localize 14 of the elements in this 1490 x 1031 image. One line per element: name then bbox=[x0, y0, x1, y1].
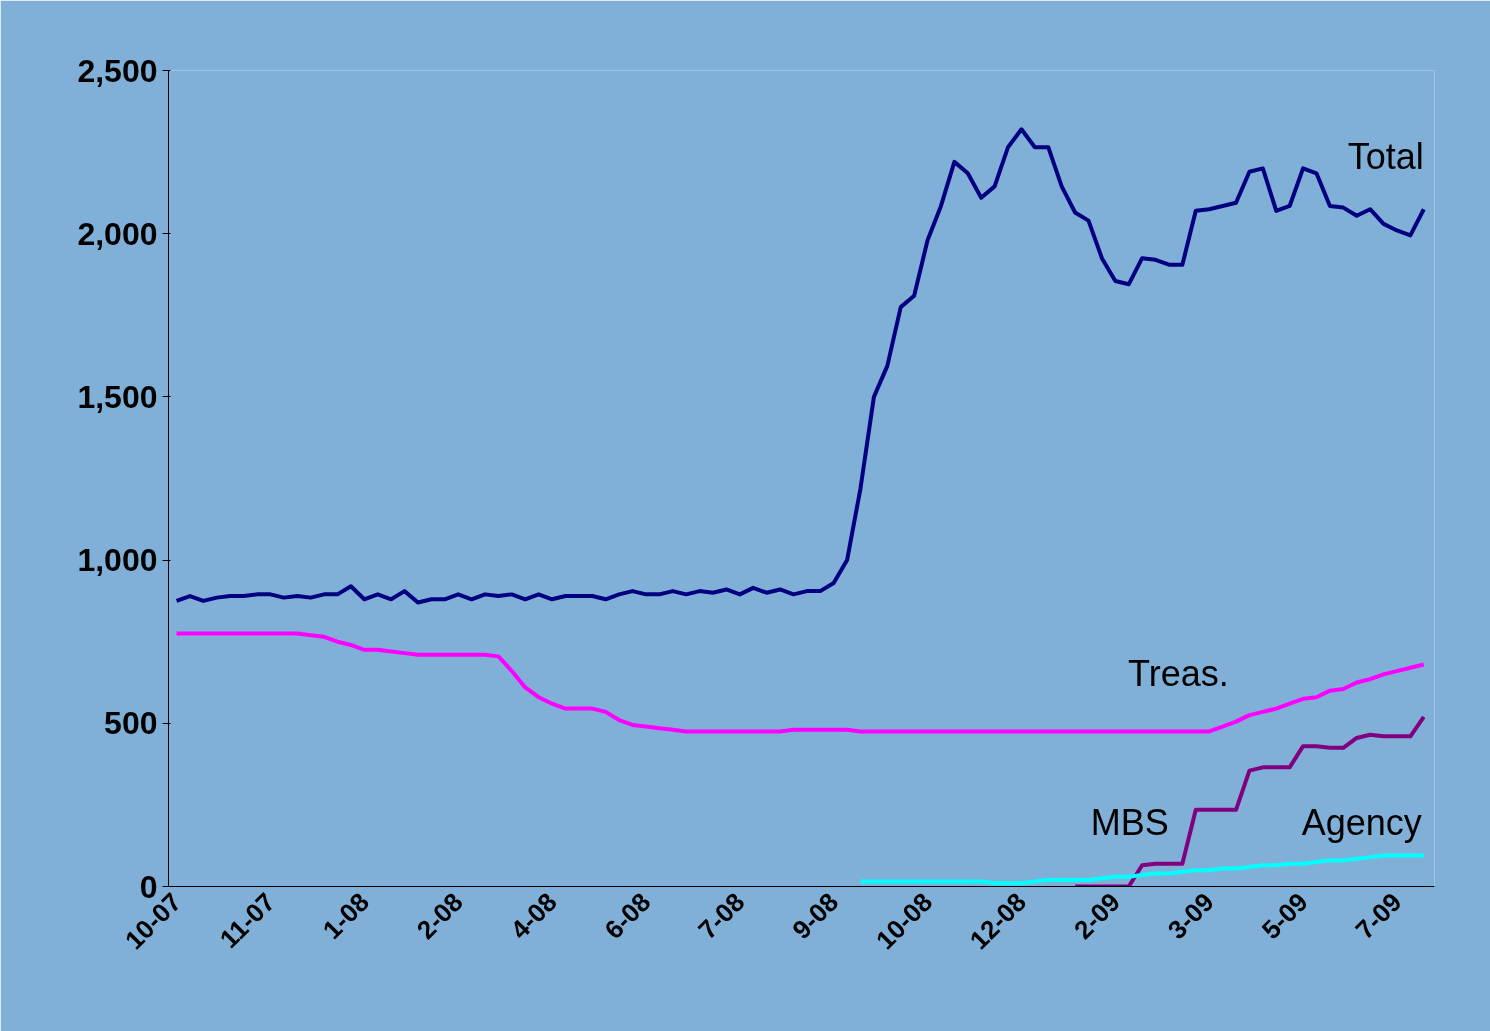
y-tick-label: 1,000 bbox=[77, 542, 158, 579]
line-series bbox=[174, 631, 1426, 734]
line-series bbox=[1073, 714, 1426, 887]
y-tick-label: 500 bbox=[104, 705, 158, 742]
series-label: Treas. bbox=[1128, 653, 1229, 695]
series-label: MBS bbox=[1090, 802, 1169, 844]
line-series bbox=[858, 853, 1426, 886]
line-series bbox=[174, 127, 1426, 605]
y-tick-label: 2,000 bbox=[77, 215, 158, 252]
y-tick-label: 2,500 bbox=[77, 52, 158, 89]
series-label: Agency bbox=[1301, 801, 1422, 843]
x-tick-label: 7-09 bbox=[1349, 886, 1408, 945]
series-label: Total bbox=[1347, 135, 1424, 177]
y-tick-label: 1,500 bbox=[77, 378, 158, 415]
